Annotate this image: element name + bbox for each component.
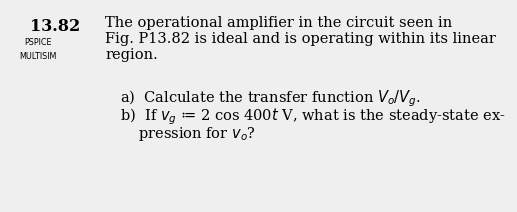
Text: Fig. P13.82 is ideal and is operating within its linear: Fig. P13.82 is ideal and is operating wi…	[105, 32, 496, 46]
Text: pression for $v_o$?: pression for $v_o$?	[138, 125, 256, 143]
Text: PSPICE: PSPICE	[24, 38, 52, 47]
Text: MULTISIM: MULTISIM	[19, 52, 57, 61]
Text: The operational amplifier in the circuit seen in: The operational amplifier in the circuit…	[105, 16, 452, 30]
Text: 13.82: 13.82	[30, 18, 80, 35]
Text: a)  Calculate the transfer function $V_o/V_g$.: a) Calculate the transfer function $V_o/…	[120, 88, 421, 109]
Text: b)  If $v_g$ ≔ 2 cos 400$t$ V, what is the steady-state ex-: b) If $v_g$ ≔ 2 cos 400$t$ V, what is th…	[120, 106, 506, 127]
Text: region.: region.	[105, 48, 158, 62]
